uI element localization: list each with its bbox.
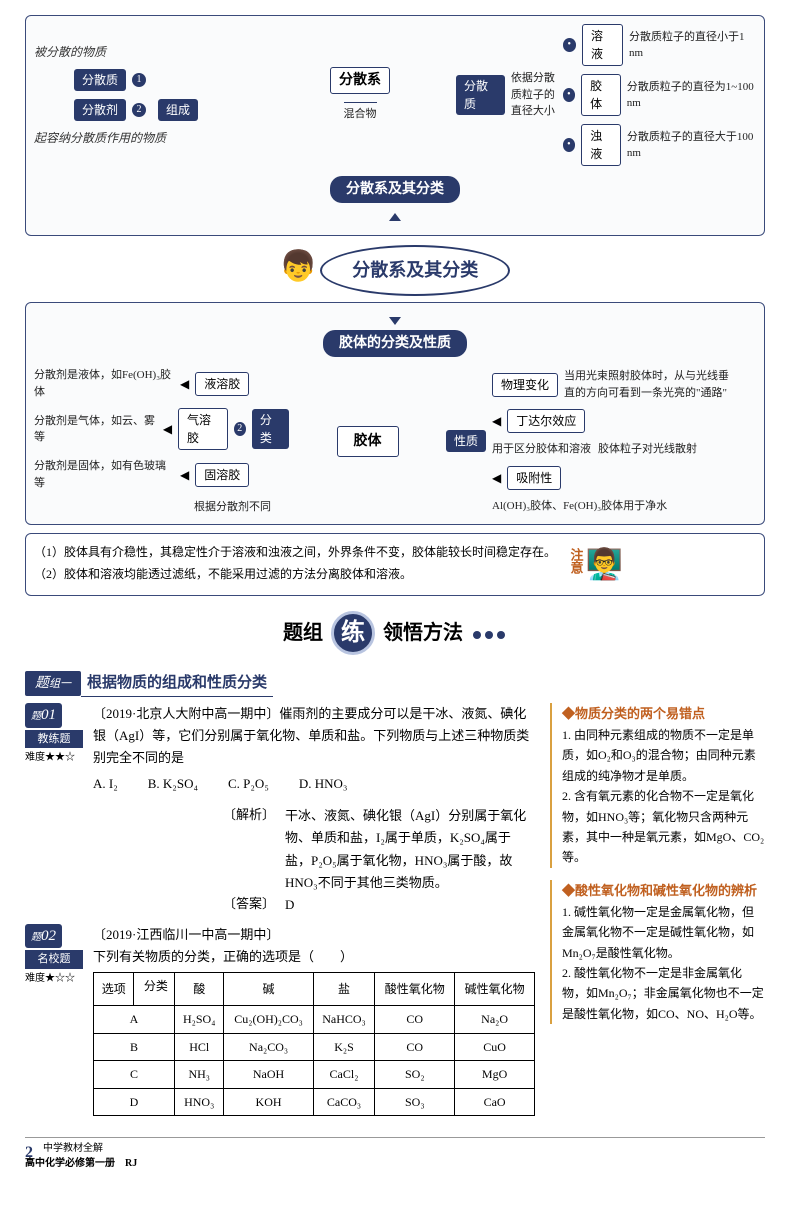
tag-solution: 溶液 <box>582 24 623 66</box>
q1-answer: D <box>285 894 535 916</box>
cartoon-boy-icon: 👦 <box>280 250 317 283</box>
tag-colloid: 胶体 <box>581 74 621 116</box>
notes-box: （1）胶体具有介稳性，其稳定性介于溶液和浊液之间，外界条件不变，胶体能较长时间稳… <box>25 533 765 596</box>
page-footer: 2 中学教材全解高中化学必修第一册 RJ <box>25 1137 765 1171</box>
diagram-dispersion: 被分散的物质 分散质1 分散剂2 组成 起容纳分散质作用的物质 分散系 混合物 … <box>25 15 765 236</box>
title-main: 分散系及其分类 <box>320 245 510 296</box>
q2-table: 选项分类酸碱盐酸性氧化物碱性氧化物 AH₂SO₄Cu₂(OH)₂CO₃NaHCO… <box>93 972 535 1116</box>
tag-tyndall: 丁达尔效应 <box>507 409 585 433</box>
sidebar-tip-2: ◆酸性氧化物和碱性氧化物的辨析 1. 碱性氧化物一定是金属氧化物，但金属氧化物不… <box>550 880 765 1024</box>
note-1: （1）胶体具有介稳性，其稳定性介于溶液和浊液之间，外界条件不变，胶体能较长时间稳… <box>34 542 556 564</box>
sidebar-tip-1: ◆物质分类的两个易错点 1. 由同种元素组成的物质不一定是单质，如O₂和O₃的混… <box>550 703 765 868</box>
section-header: 题组 练 领悟方法 <box>25 611 765 655</box>
note-2: （2）胶体和溶液均能透过滤纸，不能采用过滤的方法分离胶体和溶液。 <box>34 564 556 586</box>
group-1-header: 题组一 根据物质的组成和性质分类 <box>25 670 765 698</box>
txt-disperse-substance: 被分散的物质 <box>34 43 106 61</box>
tag-dispersoid: 分散质 <box>74 69 126 91</box>
circle-practice-icon: 练 <box>331 611 375 655</box>
diagram-colloid: 胶体的分类及性质 分散剂是液体，如Fe(OH)₃胶体◀液溶胶 分散剂是气体，如云… <box>25 302 765 525</box>
pill-colloid-class: 胶体的分类及性质 <box>323 330 467 357</box>
tag-dispersant: 分散剂 <box>74 99 126 121</box>
q1-options[interactable]: A. I₂ B. K₂SO₄ C. P₂O₅ D. HNO₃ <box>93 773 535 795</box>
q1-explanation: 干冰、液氮、碘化银（AgI）分别属于氧化物、单质和盐，I₂属于单质，K₂SO₄属… <box>285 805 535 893</box>
question-2: 题02 名校题 难度★☆☆ 〔2019·江西临川一中高一期中〕下列有关物质的分类… <box>25 924 535 1116</box>
pill-dispersion-class: 分散系及其分类 <box>330 176 460 203</box>
box-colloid: 胶体 <box>337 426 399 457</box>
question-1: 题01 教练题 难度★★☆ 〔2019·北京人大附中高一期中〕催雨剂的主要成分可… <box>25 703 535 799</box>
page-number: 2 <box>25 1141 33 1165</box>
professor-icon: 👨‍🏫 <box>586 548 623 581</box>
box-dispersion-system: 分散系 <box>330 67 390 94</box>
txt-container: 起容纳分散质作用的物质 <box>34 129 166 147</box>
tag-suspension: 浊液 <box>581 124 621 166</box>
